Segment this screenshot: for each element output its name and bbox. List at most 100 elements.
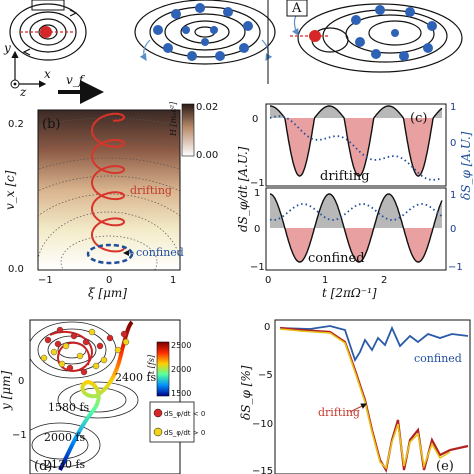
c-rtick-top-0: 0 [450, 138, 456, 149]
panel-a: A y x z v_f [3, 0, 463, 104]
d-marker [66, 364, 74, 372]
d-marker [88, 328, 96, 336]
e-ytick-m5: −5 [258, 370, 273, 381]
drifting-trajectory [91, 112, 125, 253]
panel-e-label: (e) [436, 459, 454, 474]
confined-trajectory [86, 243, 134, 265]
c-ytick-bot-0: 0 [254, 224, 260, 235]
colorbar-b-label: H [mₑc²] [169, 101, 178, 137]
c-ytick-top-m1: −1 [250, 178, 265, 189]
d-marker [54, 340, 62, 348]
vortex-middle [134, 0, 276, 65]
negative-region [284, 228, 315, 262]
d-marker [70, 332, 78, 340]
confined-label-b: confined [136, 246, 184, 259]
negative-region [344, 118, 374, 176]
d-ylabel: y [μm] [0, 371, 13, 411]
negative-region [403, 228, 433, 262]
c-xtick-0: 0 [265, 275, 271, 286]
e-ytick-m10: −10 [252, 419, 273, 430]
legend-neg-marker [153, 408, 163, 418]
c-xtick-1: 1 [322, 275, 328, 286]
e-curves [279, 325, 469, 474]
panel-e-frame [274, 319, 471, 474]
c-ytick-top-0: 0 [252, 114, 258, 125]
d-marker [120, 330, 128, 338]
b-xlabel: ξ [μm] [88, 286, 127, 300]
colorbar-d-tick-2500: 2500 [171, 341, 191, 350]
c-ytick-bot-1: 1 [254, 188, 260, 199]
e-ytick-m15: −15 [252, 466, 273, 474]
positive-region [314, 106, 344, 118]
panel-c-label: (c) [410, 111, 427, 126]
legend-pos-label: dS_φ/dt > 0 [164, 429, 205, 437]
negative-region [284, 118, 315, 176]
electron-marker-right [309, 30, 321, 42]
c-bottom-dotted [269, 203, 443, 221]
d-trajectory [58, 320, 134, 471]
d-markers [40, 326, 130, 376]
legend-pos-marker [153, 427, 163, 437]
contour-lines [38, 117, 180, 270]
positive-region [314, 194, 344, 228]
colorbar-b-tick-top: 0.02 [196, 102, 218, 113]
label-A: A [291, 1, 302, 16]
e-ylabel: δS_φ [%] [239, 365, 253, 420]
panel-b-frame [37, 109, 181, 271]
confined-label-e: confined [414, 352, 462, 365]
negative-region [403, 118, 433, 176]
drifting-pointer-e [349, 403, 367, 413]
positive-region [270, 106, 285, 118]
drifting-label-c: drifting [320, 169, 370, 184]
d-ytick-m1: −1 [12, 430, 27, 441]
legend-neg-label: dS_φ/dt < 0 [164, 410, 205, 418]
c-ylabel-right: δS_φ [A.U.] [459, 131, 473, 200]
c-top-dotted [269, 115, 443, 181]
d-marker [100, 356, 108, 364]
b-xtick-0: 0 [106, 275, 112, 286]
c-rtick-bot-0: 0 [450, 224, 456, 235]
time-label-1580: 1580 fs [48, 401, 90, 414]
d-marker [56, 326, 64, 334]
c-ylabel: dS_φ/dt [A.U.] [236, 146, 250, 232]
time-label-2400: 2400 fs [115, 371, 157, 384]
c-xlabel: t [2πΩ⁻¹] [322, 286, 377, 300]
panel-d-label: (d) [34, 459, 52, 474]
panel-b: (b) drifting confined 0.02 0.00 H [mₑc²]… [3, 101, 218, 300]
b-ytick-0.0: 0.0 [8, 264, 24, 275]
vf-label: v_f [66, 73, 86, 87]
d-marker [96, 342, 104, 350]
d-marker [40, 354, 48, 362]
drifting-label-b: drifting [130, 184, 172, 197]
colorbar-d-tick-1500: 1500 [171, 389, 191, 398]
blue-particles-middle [153, 3, 253, 61]
panel-b-label: (b) [42, 117, 60, 132]
d-marker [44, 336, 52, 344]
d-marker [106, 334, 114, 342]
b-ytick-0.2: 0.2 [8, 119, 24, 130]
colorbar-b-tick-bottom: 0.00 [196, 150, 218, 161]
probe-box-right [286, 0, 308, 17]
colorbar-b [181, 103, 195, 157]
positive-region [374, 106, 404, 118]
c-top-curve [270, 105, 443, 177]
b-ylabel: v_x [c] [3, 170, 17, 210]
colorbar-d-tick-2000: 2000 [171, 365, 191, 374]
negative-region [344, 228, 374, 262]
e-ytick-0: 0 [264, 322, 270, 333]
drifting-label-e: drifting [318, 406, 360, 419]
c-rtick-bot-m1: −1 [448, 262, 463, 273]
axis-y-label: y [3, 41, 11, 55]
d-marker [92, 362, 100, 370]
d-ytick-0: 0 [18, 376, 24, 387]
b-xtick-m1: −1 [38, 275, 53, 286]
d-marker [114, 346, 122, 354]
c-rtick-top-1: 1 [450, 102, 456, 113]
panel-e: (e) confined drifting 0 −5 −10 −15 δS_φ … [239, 319, 471, 474]
time-label-2000: 2000 fs [44, 431, 86, 444]
d-marker [80, 368, 88, 376]
blue-particles-right [351, 5, 437, 61]
hamiltonian-map [38, 110, 180, 270]
axis-z-label: z [19, 85, 27, 99]
